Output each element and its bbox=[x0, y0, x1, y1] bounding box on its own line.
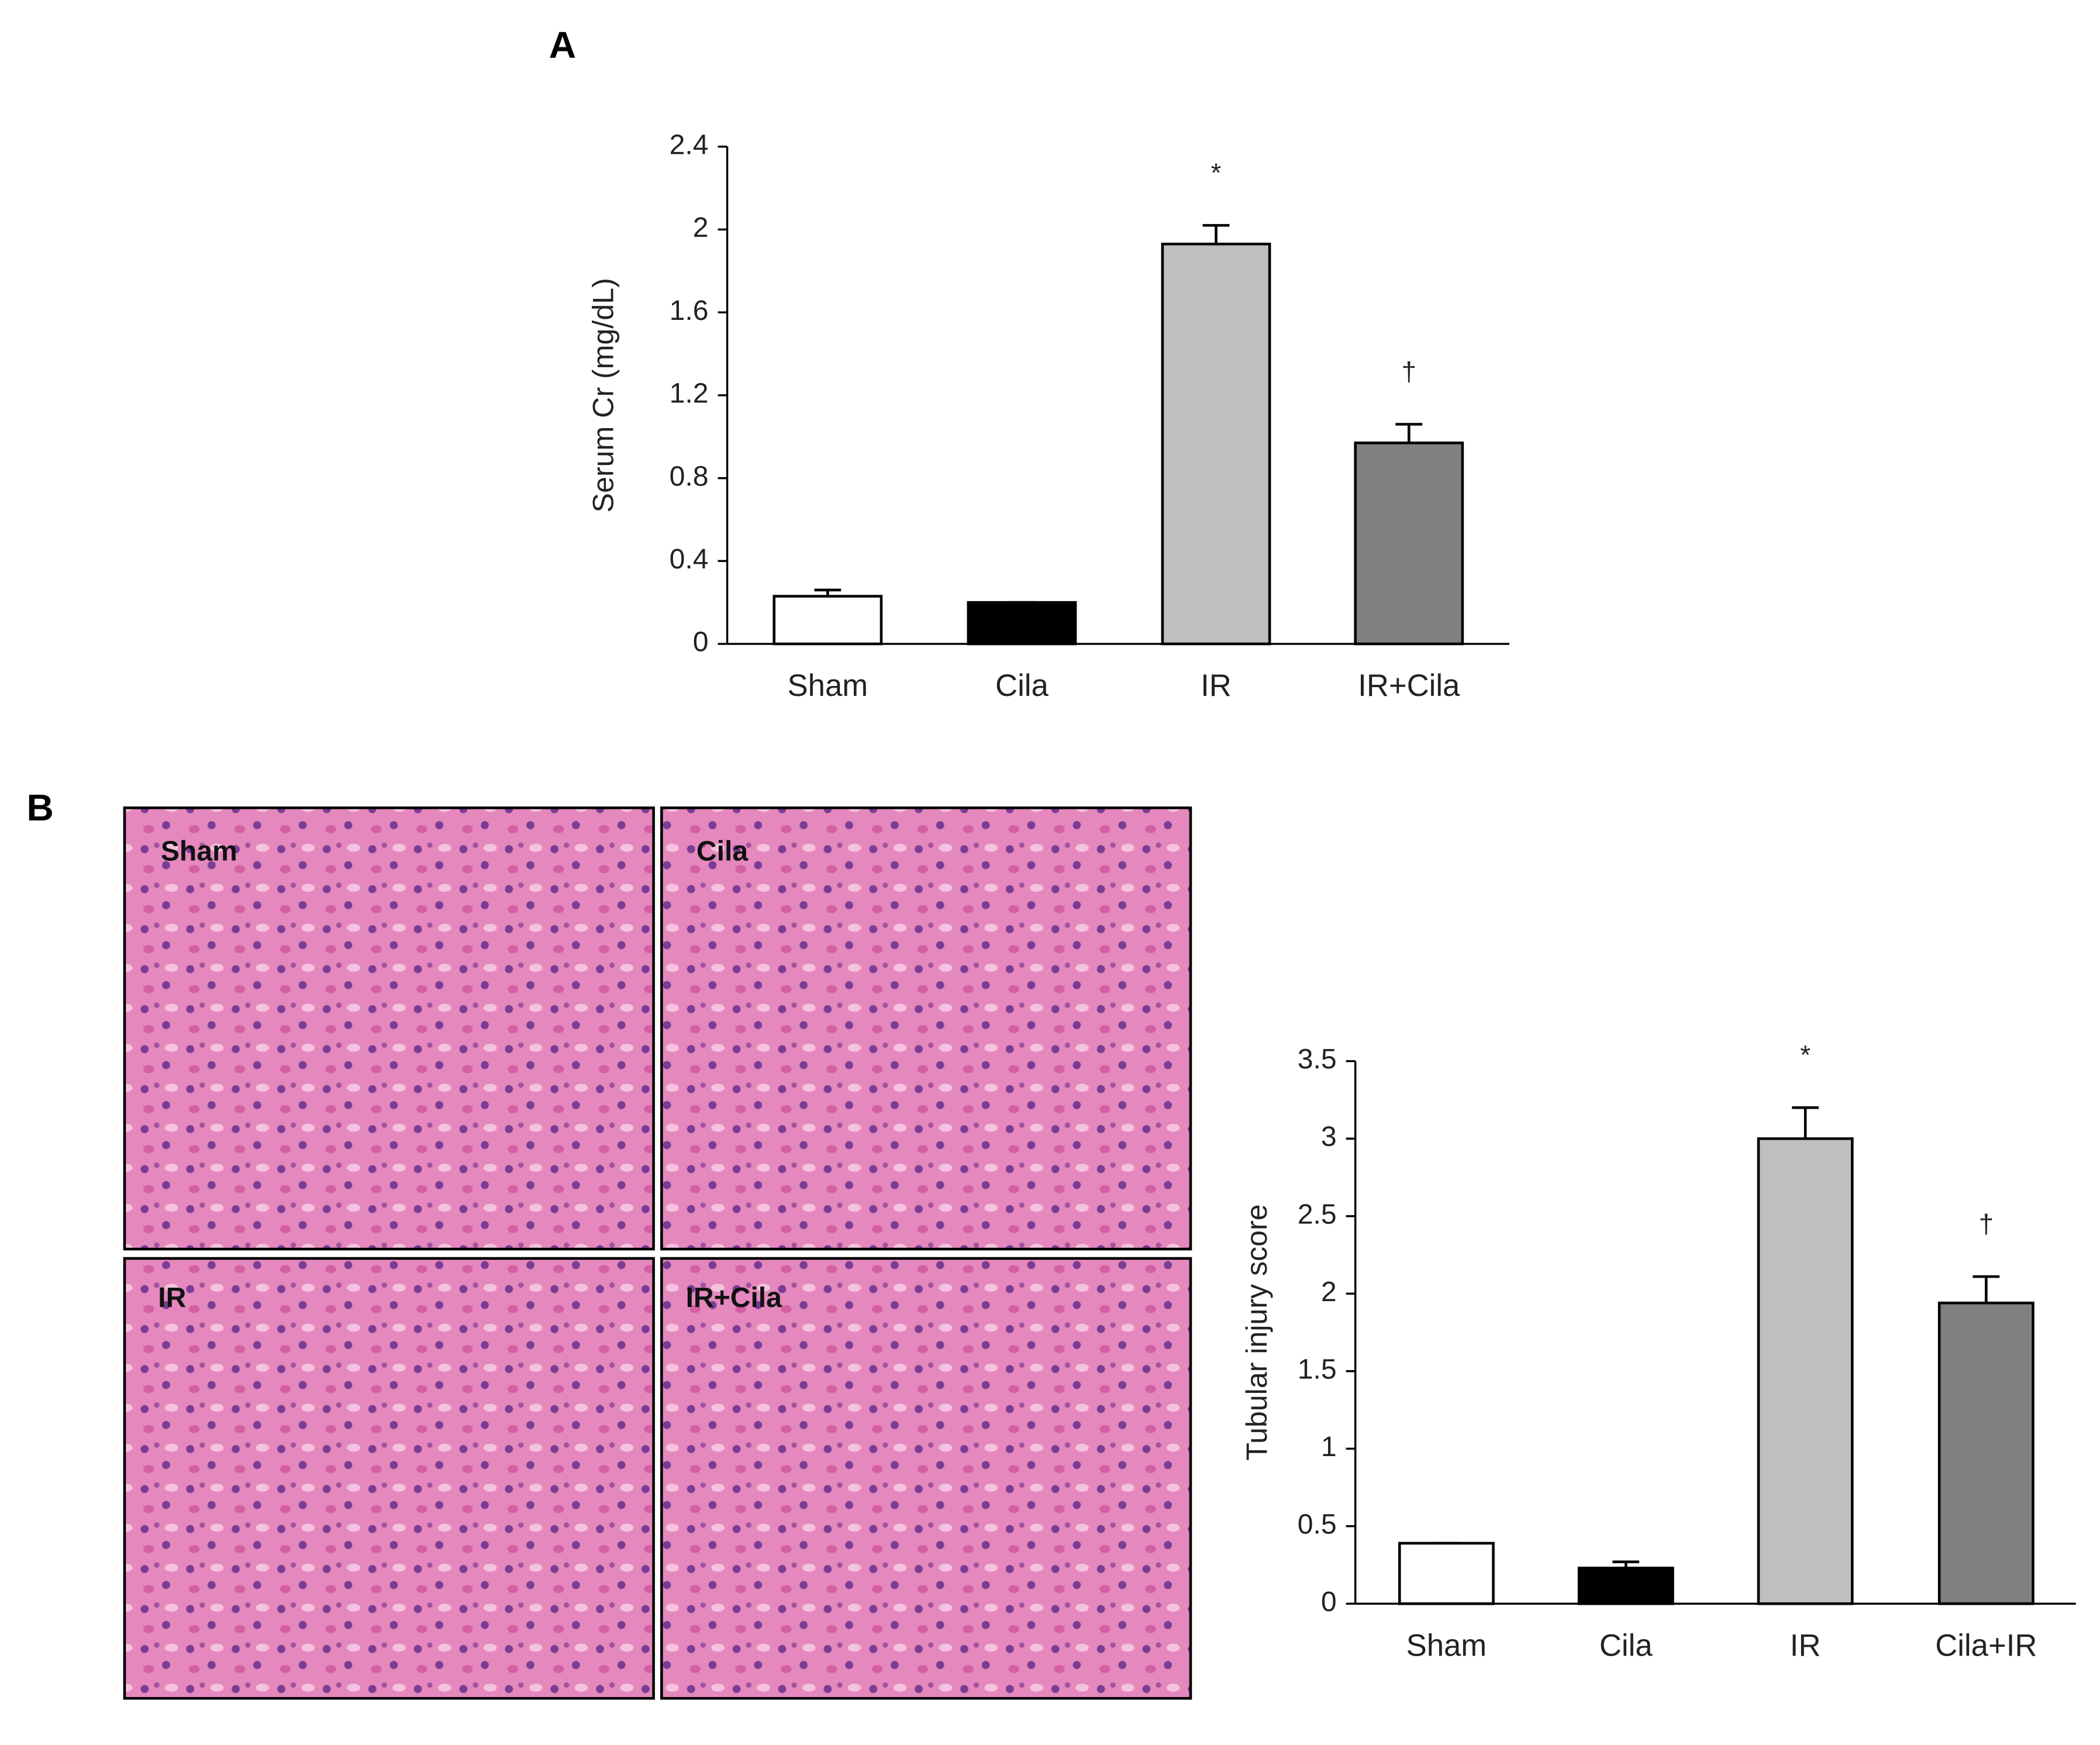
micrograph-label: Sham bbox=[161, 836, 237, 867]
error-bar bbox=[1202, 224, 1230, 244]
y-tick-label: 1 bbox=[1321, 1432, 1337, 1463]
micrograph bbox=[660, 1257, 1192, 1700]
significance-mark: * bbox=[1800, 1040, 1811, 1070]
significance-mark: * bbox=[1211, 158, 1222, 188]
y-tick-label: 2 bbox=[693, 212, 709, 243]
y-tick-label: 1.5 bbox=[1298, 1354, 1337, 1385]
x-tick-label: Cila bbox=[995, 668, 1049, 703]
y-tick-label: 2.5 bbox=[1298, 1199, 1337, 1230]
y-tick-label: 3.5 bbox=[1298, 1044, 1337, 1075]
y-axis-title: Tubular injury score bbox=[1240, 1204, 1273, 1460]
micrograph bbox=[123, 806, 655, 1251]
bar bbox=[967, 601, 1077, 646]
micrograph bbox=[123, 1257, 655, 1700]
bar bbox=[773, 595, 883, 646]
x-tick-label: Sham bbox=[788, 668, 868, 703]
error-bar bbox=[1395, 423, 1423, 443]
y-tick-label: 1.2 bbox=[670, 378, 709, 409]
significance-mark: † bbox=[1979, 1209, 1994, 1239]
y-tick-label: 0 bbox=[693, 627, 709, 658]
bar bbox=[1937, 1301, 2035, 1605]
y-tick-label: 3 bbox=[1321, 1122, 1337, 1153]
bar bbox=[1757, 1137, 1854, 1605]
micrograph bbox=[660, 806, 1192, 1251]
y-tick-label: 0.5 bbox=[1298, 1509, 1337, 1540]
y-tick-label: 0.8 bbox=[670, 461, 709, 492]
x-tick-label: Cila+IR bbox=[1935, 1629, 2037, 1663]
y-axis-title: Serum Cr (mg/dL) bbox=[587, 278, 619, 512]
significance-mark: † bbox=[1402, 357, 1416, 387]
error-bar bbox=[1792, 1106, 1819, 1139]
y-tick-label: 0.4 bbox=[670, 544, 709, 575]
y-tick-label: 0 bbox=[1321, 1587, 1337, 1618]
bar bbox=[1354, 442, 1464, 646]
y-tick-label: 1.6 bbox=[670, 295, 709, 326]
micrograph-label: IR bbox=[158, 1282, 186, 1313]
panel-label: A bbox=[549, 24, 576, 66]
bar bbox=[1398, 1541, 1495, 1605]
bar bbox=[1577, 1567, 1674, 1605]
error-bar bbox=[1973, 1275, 2000, 1303]
y-tick-label: 2.4 bbox=[670, 129, 709, 160]
micrograph-label: IR+Cila bbox=[686, 1282, 782, 1313]
x-tick-label: Sham bbox=[1406, 1629, 1487, 1663]
bar bbox=[1161, 242, 1271, 646]
x-tick-label: IR bbox=[1201, 668, 1232, 703]
x-tick-label: IR bbox=[1790, 1629, 1821, 1663]
x-tick-label: IR+Cila bbox=[1358, 668, 1460, 703]
x-tick-label: Cila bbox=[1599, 1629, 1653, 1663]
y-tick-label: 2 bbox=[1321, 1277, 1337, 1308]
panel-label: B bbox=[27, 787, 54, 829]
micrograph-grid: Sham Cila IR IR+Cila bbox=[123, 806, 1192, 1700]
micrograph-label: Cila bbox=[696, 836, 749, 867]
